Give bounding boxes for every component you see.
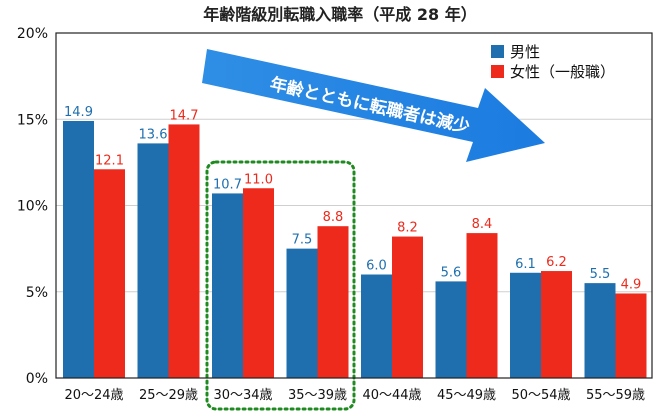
legend: 男性 女性（一般職） xyxy=(491,43,615,81)
legend-swatch-female xyxy=(491,65,504,78)
data-label-female: 12.1 xyxy=(95,153,124,168)
plot-border xyxy=(55,32,653,379)
bar-male xyxy=(361,274,392,378)
bar-male xyxy=(510,272,541,378)
data-label-male: 13.6 xyxy=(139,127,168,142)
bar-male xyxy=(137,143,169,378)
y-axis-ticks: 0% 5% 10% 15% 20% xyxy=(17,26,48,387)
data-label-female: 8.2 xyxy=(397,221,418,236)
data-label-male: 14.9 xyxy=(64,105,93,120)
data-label-male: 10.7 xyxy=(213,177,242,192)
data-label-female: 6.2 xyxy=(546,255,567,270)
x-tick-label: 20〜24歳 xyxy=(64,388,123,403)
data-label-female: 8.4 xyxy=(472,217,493,232)
bar-male xyxy=(584,283,616,378)
bar-female xyxy=(392,236,423,378)
x-axis-ticks: 20〜24歳 25〜29歳 30〜34歳 35〜39歳 40〜44歳 45〜49歳 50〜5… xyxy=(64,388,645,403)
bar-female xyxy=(168,124,200,378)
data-label-female: 4.9 xyxy=(621,277,642,292)
data-label-male: 6.0 xyxy=(366,259,387,274)
bar-female xyxy=(541,271,572,378)
legend-label-male: 男性 xyxy=(510,43,540,61)
bar-male xyxy=(435,281,467,378)
bar-male xyxy=(286,248,318,378)
legend-swatch-male xyxy=(491,45,504,58)
bar-female xyxy=(317,226,349,378)
data-label-female: 11.0 xyxy=(244,172,273,187)
chart-title: 年齢階級別転職入職率（平成 28 年） xyxy=(203,5,476,24)
x-tick-label: 50〜54歳 xyxy=(511,388,570,403)
data-label-male: 7.5 xyxy=(292,233,313,248)
y-tick-label: 5% xyxy=(26,285,48,301)
bars xyxy=(63,120,647,378)
x-tick-label: 40〜44歳 xyxy=(362,388,421,403)
data-label-male: 6.1 xyxy=(515,257,536,272)
data-labels: 14.9 13.6 10.7 7.5 6.0 5.6 6.1 5.5 12.1 14.7 11.0 8… xyxy=(64,105,641,293)
bar-female xyxy=(615,293,647,378)
y-tick-label: 10% xyxy=(17,199,48,215)
x-tick-label: 30〜34歳 xyxy=(213,388,272,403)
data-label-female: 14.7 xyxy=(170,108,199,123)
data-label-female: 8.8 xyxy=(323,210,344,225)
bar-female xyxy=(94,169,125,378)
bar-female xyxy=(466,233,498,378)
bar-male xyxy=(63,120,94,378)
y-tick-label: 0% xyxy=(26,371,48,387)
x-tick-label: 35〜39歳 xyxy=(288,388,347,403)
x-tick-label: 55〜59歳 xyxy=(586,388,645,403)
legend-label-female: 女性（一般職） xyxy=(510,63,615,81)
data-label-male: 5.5 xyxy=(590,267,611,282)
y-tick-label: 20% xyxy=(17,26,48,42)
highlight-box xyxy=(205,160,356,411)
x-tick-label: 45〜49歳 xyxy=(437,388,496,403)
x-tick-label: 25〜29歳 xyxy=(139,388,198,403)
y-tick-label: 15% xyxy=(17,112,48,128)
trend-arrow-icon xyxy=(202,49,545,162)
data-label-male: 5.6 xyxy=(441,265,462,280)
bar-male xyxy=(212,193,243,378)
bar-female xyxy=(243,188,274,378)
